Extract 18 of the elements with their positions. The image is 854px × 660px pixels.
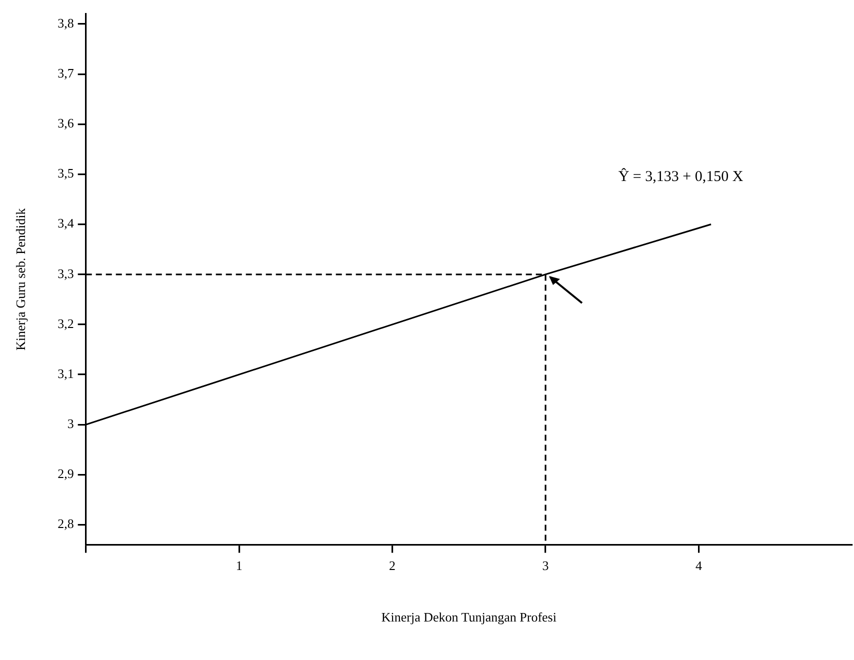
y-tick-label: 3,3: [58, 266, 74, 281]
x-tick-label: 1: [236, 558, 242, 574]
y-tick-label: 3,5: [58, 166, 74, 181]
y-tick-label: 2,8: [58, 516, 74, 532]
y-tick-label: 3,6: [58, 116, 74, 131]
y-axis-title: Kinerja Guru seb. Pendidik: [13, 208, 28, 351]
x-tick-label: 4: [696, 558, 703, 574]
y-tick-label: 3,7: [58, 66, 74, 81]
x-tick-label: 3: [542, 558, 549, 574]
y-tick-label: 3,2: [58, 316, 74, 331]
y-tick-label: 3,4: [58, 216, 74, 231]
y-tick-label: 2,9: [58, 466, 74, 482]
x-tick-label: 2: [389, 558, 396, 574]
x-axis-title: Kinerja Dekon Tunjangan Profesi: [381, 610, 557, 625]
y-tick-label: 3,8: [58, 15, 74, 30]
annotation: Ŷ = 3,133 + 0,150 X: [618, 168, 744, 186]
y-tick-label: 3: [67, 416, 74, 432]
y-tick-label: 3,1: [58, 366, 74, 381]
